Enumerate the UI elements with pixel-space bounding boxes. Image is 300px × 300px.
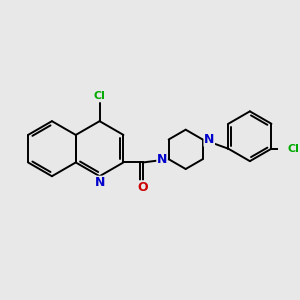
Text: N: N: [204, 133, 214, 146]
Text: N: N: [94, 176, 105, 189]
Text: N: N: [157, 153, 167, 166]
Text: Cl: Cl: [288, 144, 300, 154]
Text: Cl: Cl: [94, 91, 106, 101]
Text: O: O: [138, 181, 148, 194]
